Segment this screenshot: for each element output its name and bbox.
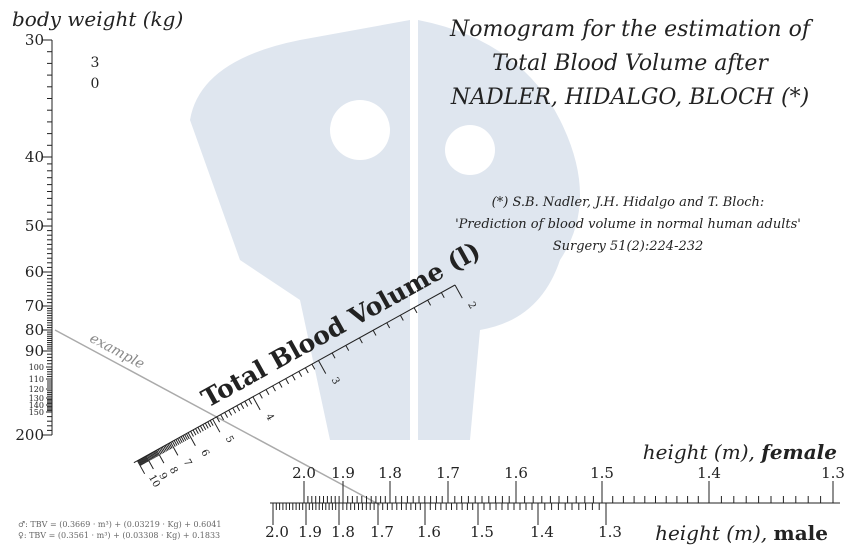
weight-tick-label: 70 [25,297,44,315]
volume-minor-tick [299,371,302,376]
stray-digit: 3 [91,55,100,71]
volume-minor-tick [229,410,232,415]
female-tick-label: 1.3 [821,464,845,482]
volume-minor-tick [245,401,248,406]
volume-minor-tick [249,399,252,404]
title: Nomogram for the estimation of Total Blo… [449,17,814,110]
formula: ♂: TBV = (0.3669 · m³) + (0.03219 · Kg) … [18,520,221,529]
volume-minor-tick [198,427,201,432]
volume-tick-label: 4 [263,412,276,423]
weight-tick-label: 150 [29,408,44,417]
male-tick-label: 1.8 [331,523,355,541]
volume-minor-tick [237,406,240,411]
volume-tick [188,433,195,446]
female-tick-label: 1.9 [331,464,355,482]
male-tick-label: 1.5 [470,523,494,541]
weight-tick-label: 40 [25,148,44,166]
volume-minor-tick [241,403,244,408]
male-label: height (m), male [655,521,828,545]
female-tick-label: 1.6 [504,464,528,482]
volume-tick-label: 7 [181,457,194,468]
reference-line: (*) S.B. Nadler, J.H. Hidalgo and T. Blo… [492,195,765,210]
female-tick-label: 1.8 [378,464,402,482]
weight-tick-label: 120 [29,385,44,394]
volume-minor-tick [205,423,208,428]
weight-tick-label: 110 [29,375,44,384]
volume-minor-tick [414,308,417,313]
volume-minor-tick [259,393,262,398]
volume-minor-tick [200,426,203,431]
female-label-emph: female [759,440,837,464]
title-line: Total Blood Volume after [492,51,769,76]
volume-minor-tick [233,408,236,413]
weight-tick-label: 30 [25,31,44,49]
volume-tick-label: 6 [198,448,211,459]
reference-line: 'Prediction of blood volume in normal hu… [455,217,801,232]
female-label: height (m), female [643,440,837,464]
stray-digit: 0 [91,76,100,92]
weight-tick-label: 90 [25,342,44,360]
female-label-text: height (m), [643,440,755,464]
volume-minor-tick [286,379,289,384]
volume-minor-tick [208,422,211,427]
volume-minor-tick [191,431,194,436]
volume-minor-tick [225,412,228,417]
volume-minor-tick [195,429,198,434]
male-label-text: height (m), [655,521,767,545]
volume-minor-tick [203,424,206,429]
volume-minor-tick [210,420,213,425]
title-line: NADLER, HIDALGO, BLOCH (*) [450,85,809,110]
weight-tick-label: 60 [25,263,44,281]
male-tick-label: 1.6 [417,523,441,541]
volume-minor-tick [279,382,282,387]
weight-label: body weight (kg) [12,7,183,31]
female-tick-label: 2.0 [292,464,316,482]
volume-minor-tick [193,430,196,435]
weight-tick-label: 80 [25,321,44,339]
weight-tick-label: 200 [15,426,44,444]
male-tick-label: 1.4 [530,523,554,541]
formula: ♀: TBV = (0.3561 · m³) + (0.03308 · Kg) … [18,531,220,540]
weight-tick-label: 50 [25,217,44,235]
male-tick-label: 1.7 [370,523,394,541]
male-tick-label: 1.3 [598,523,622,541]
female-tick-label: 1.5 [590,464,614,482]
reference-line: Surgery 51(2):224-232 [553,239,704,254]
nomogram: example body weight (kg) 3 0 Nomogram fo… [0,0,855,546]
male-label-emph: male [774,521,828,545]
volume-tick [253,397,260,410]
volume-minor-tick [292,375,295,380]
volume-minor-tick [266,390,269,395]
weight-tick-label: 100 [29,363,44,372]
title-line: Nomogram for the estimation of [449,17,814,42]
female-tick-label: 1.4 [697,464,721,482]
volume-tick-label: 5 [223,434,236,445]
volume-minor-tick [305,368,308,373]
male-tick-label: 2.0 [265,523,289,541]
volume-minor-tick [273,386,276,391]
female-tick-label: 1.7 [436,464,460,482]
male-tick-label: 1.9 [298,523,322,541]
